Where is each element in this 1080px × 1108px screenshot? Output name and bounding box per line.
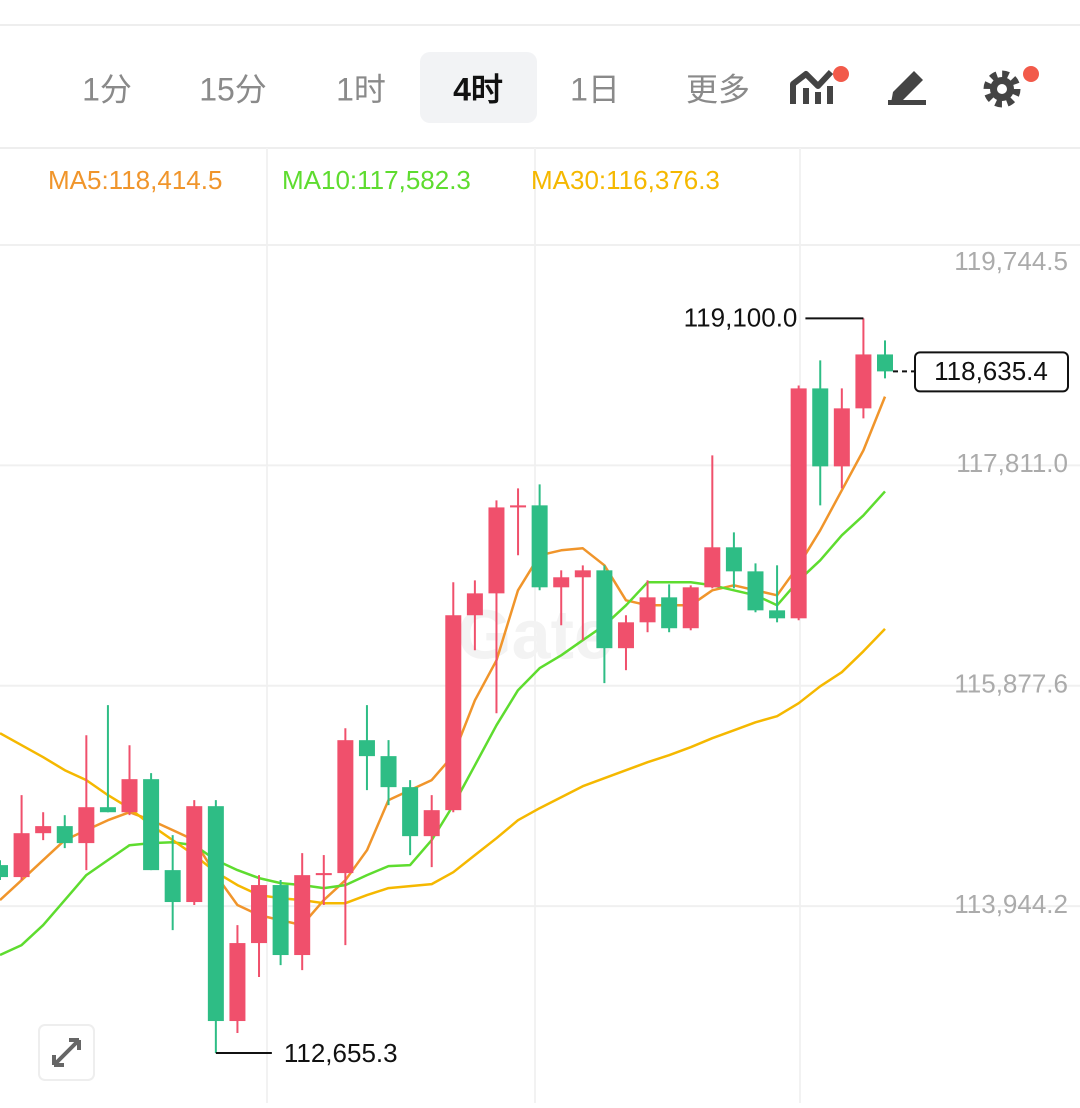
y-tick-label: 119,744.5 (954, 246, 1068, 276)
candle-body (877, 354, 893, 372)
candle-body (402, 787, 419, 837)
tab[interactable]: 更多 (686, 71, 750, 107)
candle-body (466, 593, 483, 616)
candle-body (337, 740, 354, 874)
candle-body (445, 615, 462, 811)
candle-body (725, 547, 742, 572)
candle-body (272, 885, 289, 956)
settings-icon[interactable] (983, 66, 1039, 108)
candle-body (639, 597, 656, 623)
tab[interactable]: 1时 (336, 71, 386, 107)
watermark: Gate (457, 595, 613, 673)
active-tab-bg (420, 52, 537, 123)
last-price-label: 118,635.4 (934, 356, 1048, 386)
candle-body (423, 810, 440, 837)
candle-body (0, 865, 8, 878)
tab[interactable]: 4时 (453, 71, 503, 107)
legend-entry: MA30:116,376.3 (531, 165, 720, 195)
candle-body (833, 408, 850, 467)
candle-body (488, 507, 505, 594)
candle-body (164, 870, 181, 903)
legend-entry: MA10:117,582.3 (282, 165, 471, 195)
tab[interactable]: 1分 (82, 71, 132, 107)
candle-body (855, 354, 872, 409)
candle-body (682, 587, 699, 629)
toolbar: 1分 15分 1时 4时 1日 更多 (82, 71, 750, 107)
candle-body (747, 571, 764, 611)
grid: 119,744.5 117,811.0 115,877.6 113,944.2 (0, 243, 1080, 919)
candle-body (186, 806, 203, 903)
candles (0, 318, 893, 1054)
candle-body (99, 807, 116, 813)
indicator-icon[interactable] (790, 66, 849, 104)
candle-body (35, 826, 52, 834)
y-tick-label: 117,811.0 (956, 448, 1068, 478)
candle-body (812, 388, 829, 467)
high-label: 119,100.0 (684, 302, 798, 332)
candle-body (294, 875, 311, 956)
candle-body (661, 597, 678, 629)
candle-body (510, 505, 527, 508)
candle-body (617, 622, 634, 649)
y-tick-label: 115,877.6 (954, 669, 1068, 699)
candle-body (380, 756, 397, 788)
y-tick-label: 113,944.2 (954, 889, 1068, 919)
candle-body (56, 826, 73, 844)
annotations: 119,100.0 112,655.3 118,635.4 (215, 302, 1069, 1068)
candle-body (13, 833, 30, 878)
candle-body (790, 388, 807, 619)
legend: MA5:118,414.5 MA10:117,582.3 MA30:116,376.… (48, 165, 720, 195)
candle-body (358, 740, 375, 757)
ma-lines (0, 396, 887, 957)
tab[interactable]: 1日 (570, 71, 620, 107)
candle-body (704, 547, 721, 588)
candle-body (229, 943, 246, 1022)
candle-body (78, 807, 95, 844)
candle-body (531, 505, 548, 588)
candle-body (143, 779, 160, 871)
draw-icon[interactable] (888, 71, 926, 105)
candle-body (596, 570, 613, 649)
candle-body (769, 610, 786, 619)
candle-body (121, 779, 138, 813)
legend-entry: MA5:118,414.5 (48, 165, 222, 195)
candle-body (574, 570, 591, 578)
tab[interactable]: 15分 (199, 71, 267, 107)
candle-body (315, 873, 332, 876)
candle-body (251, 885, 268, 944)
last-price-box (914, 351, 1069, 393)
expand-button[interactable] (38, 1024, 95, 1081)
candle-body (553, 577, 570, 588)
low-label: 112,655.3 (284, 1038, 398, 1068)
candle-body (207, 806, 224, 1022)
